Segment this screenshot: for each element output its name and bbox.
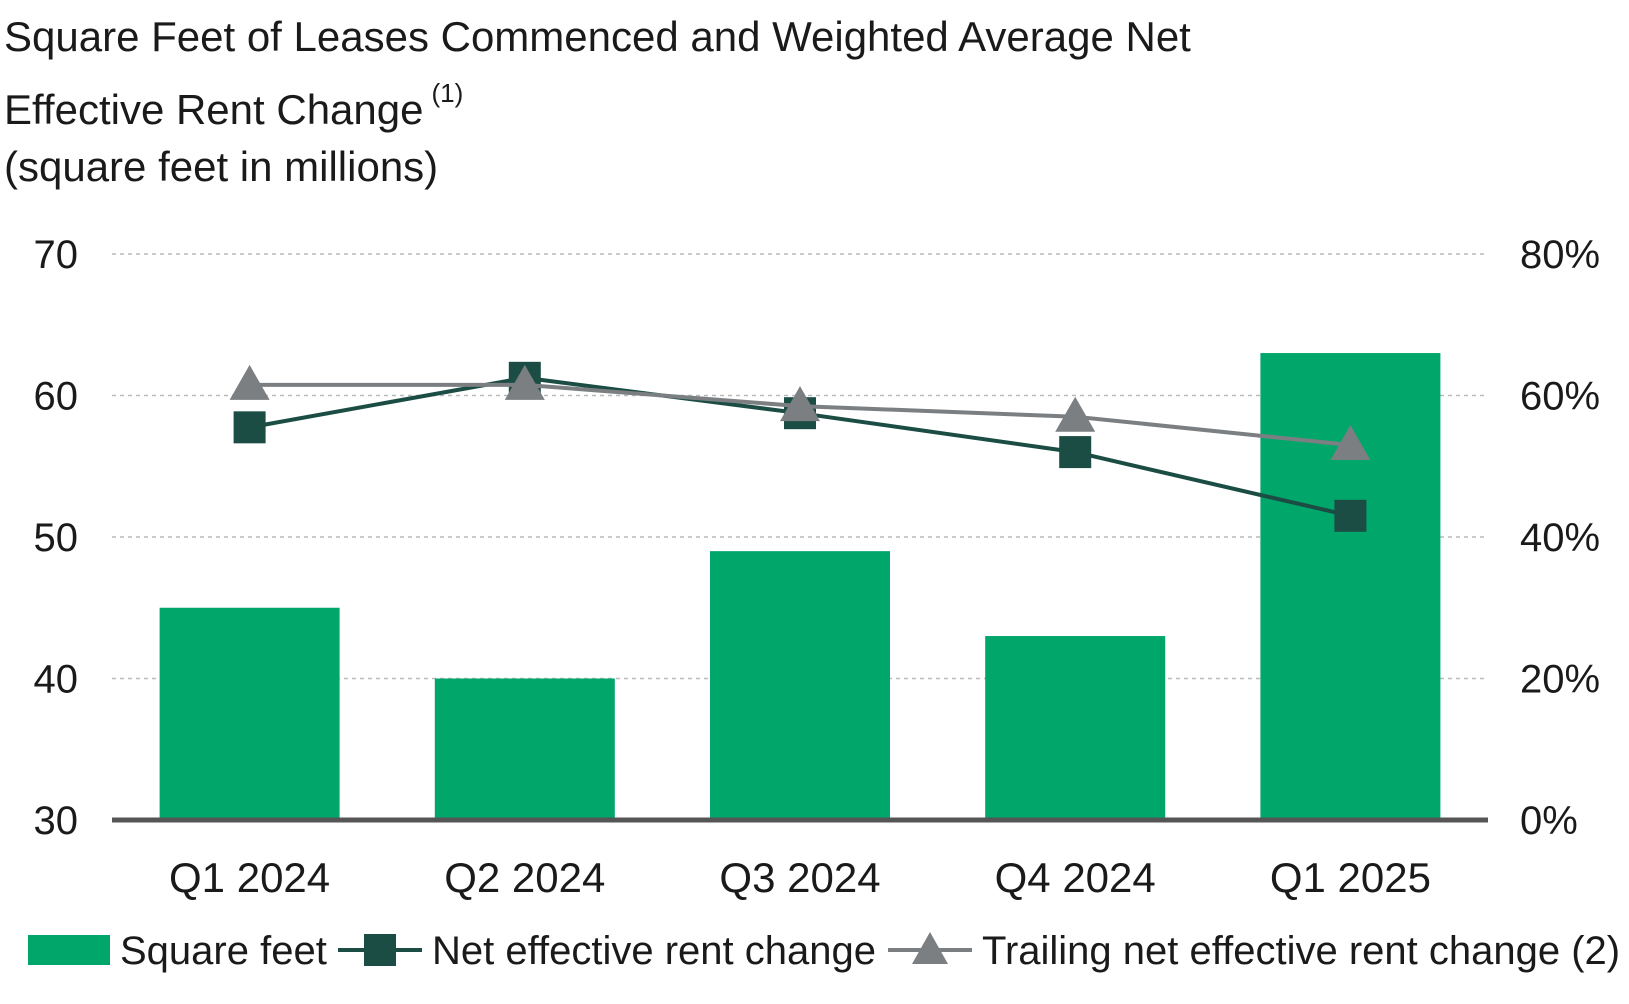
x-tick-label: Q1 2024 <box>169 854 330 901</box>
legend-label-square-feet: Square feet <box>120 929 327 973</box>
bar-square-feet <box>159 607 340 820</box>
legend-marker-net <box>364 934 396 966</box>
x-tick-label: Q4 2024 <box>995 854 1156 901</box>
title-units: (square feet in millions) <box>4 143 439 190</box>
bar-square-feet <box>434 678 615 820</box>
y-right-tick: 40% <box>1520 516 1600 560</box>
x-tick-label: Q2 2024 <box>444 854 605 901</box>
y-left-tick: 40 <box>34 658 79 702</box>
chart-title: Square Feet of Leases Commenced and Weig… <box>4 8 1191 195</box>
trailing-net-effective-rent-point <box>504 364 545 400</box>
bar-square-feet <box>985 636 1166 820</box>
bar-square-feet <box>1260 353 1441 820</box>
title-line-1: Square Feet of Leases Commenced and Weig… <box>4 13 1191 60</box>
legend-label-trailing: Trailing net effective rent change (2) <box>982 929 1620 973</box>
net-effective-rent-point <box>1059 436 1092 469</box>
title-line-2: Effective Rent Change <box>4 86 424 133</box>
net-effective-rent-point <box>1334 499 1367 532</box>
trailing-net-effective-rent-point <box>1330 425 1371 461</box>
legend-marker-trailing <box>912 932 948 964</box>
y-right-tick: 0% <box>1520 799 1578 843</box>
y-right-tick: 80% <box>1520 233 1600 277</box>
x-tick-label: Q3 2024 <box>719 854 880 901</box>
y-right-tick: 60% <box>1520 375 1600 419</box>
y-left-tick: 70 <box>34 233 79 277</box>
title-footnote: (1) <box>431 78 464 108</box>
x-tick-label: Q1 2025 <box>1270 854 1431 901</box>
trailing-net-effective-rent-point <box>780 386 820 422</box>
trailing-net-effective-rent-point <box>1055 396 1096 432</box>
bar-square-feet <box>710 551 890 820</box>
legend-label-net: Net effective rent change <box>432 929 876 973</box>
y-left-tick: 30 <box>34 799 79 843</box>
y-left-tick: 50 <box>34 516 79 560</box>
legend-swatch-square-feet <box>28 935 110 965</box>
y-right-tick: 20% <box>1520 658 1600 702</box>
net-effective-rent-point <box>233 411 266 444</box>
trailing-net-effective-rent-point <box>229 364 270 400</box>
y-left-tick: 60 <box>34 375 79 419</box>
